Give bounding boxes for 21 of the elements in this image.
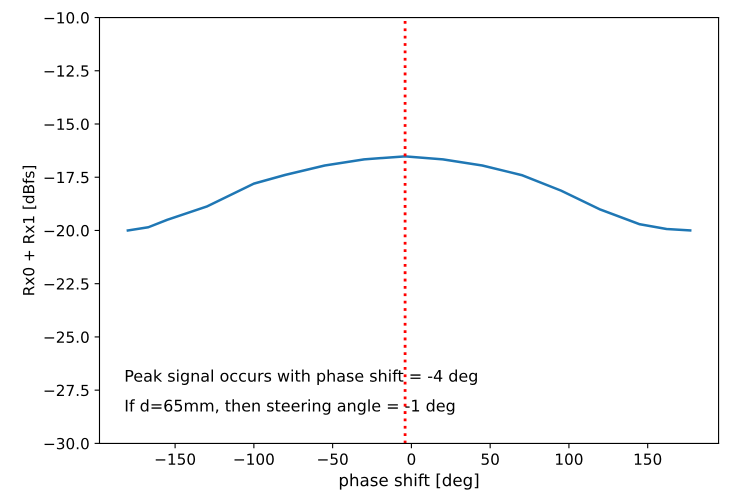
y-tick-label: −30.0 [44,438,89,450]
x-tick-label: 100 [556,453,582,465]
x-tick-label: −50 [318,453,348,465]
x-tick-label: 150 [634,453,662,465]
x-tick-label: 50 [482,453,499,465]
y-tick-label: −17.5 [44,172,88,184]
x-tick-label: 0 [408,453,416,465]
y-tick-label: −12.5 [44,65,88,77]
y-tick-label: −10.0 [44,12,89,24]
x-axis-title: phase shift [deg] [340,473,478,490]
y-axis-title: Rx0 + Rx1 [dBfs] [22,166,36,295]
x-tick-label: −100 [234,453,274,465]
y-tick-label: −22.5 [44,278,88,290]
x-tick-label: −150 [156,453,196,465]
y-tick-label: −27.5 [44,384,88,396]
annotation: Peak signal occurs with phase shift = -4 deg [126,370,477,385]
y-tick-label: −25.0 [44,331,89,343]
y-tick-label: −20.0 [44,224,89,236]
annotation: If d=65mm, then steering angle = -1 deg [126,399,454,415]
line-series [126,155,692,232]
y-tick-label: −15.0 [44,118,89,130]
